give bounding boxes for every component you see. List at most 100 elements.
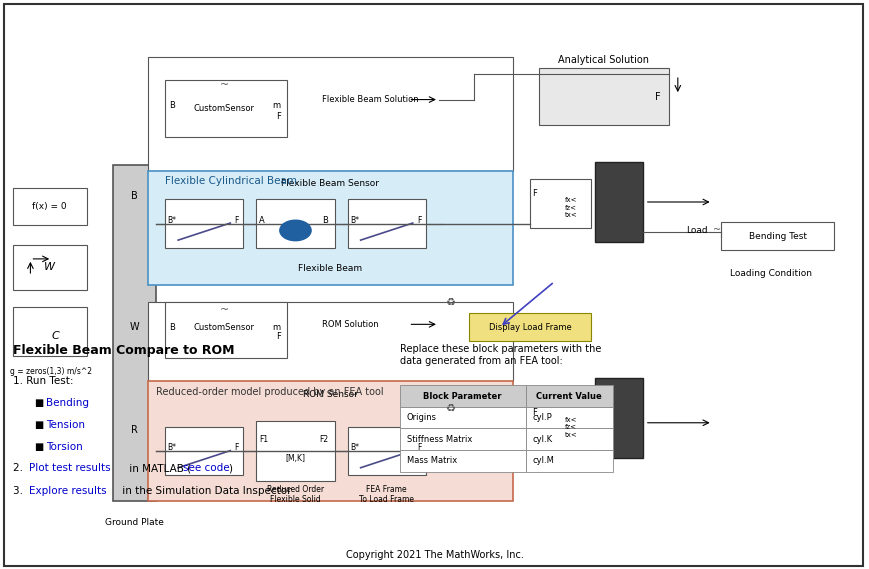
FancyBboxPatch shape (256, 421, 335, 481)
FancyBboxPatch shape (348, 199, 426, 248)
FancyBboxPatch shape (165, 302, 287, 358)
Text: ~: ~ (713, 225, 720, 236)
Text: ~: ~ (220, 305, 229, 315)
Text: cyl.M: cyl.M (533, 456, 554, 465)
FancyBboxPatch shape (113, 165, 156, 501)
Text: Flexible Beam Compare to ROM: Flexible Beam Compare to ROM (13, 344, 235, 357)
Text: ♻: ♻ (445, 403, 455, 414)
FancyBboxPatch shape (469, 313, 591, 341)
Text: W: W (129, 322, 140, 332)
Text: ♻: ♻ (445, 298, 455, 308)
Text: cyl.P: cyl.P (533, 413, 553, 422)
Text: fz<: fz< (565, 424, 577, 430)
Text: Flexible Beam Sensor: Flexible Beam Sensor (282, 179, 379, 188)
FancyBboxPatch shape (165, 199, 243, 248)
Text: F1: F1 (259, 435, 269, 444)
Text: Current Value: Current Value (536, 391, 602, 401)
Text: ■: ■ (35, 420, 47, 430)
Text: Origins: Origins (407, 413, 437, 422)
FancyBboxPatch shape (348, 427, 426, 475)
Text: Block Parameter: Block Parameter (423, 391, 502, 401)
Text: Reduced Order
Flexible Solid: Reduced Order Flexible Solid (267, 485, 324, 504)
Text: ROM Sensor: ROM Sensor (302, 390, 358, 399)
FancyBboxPatch shape (539, 68, 669, 125)
FancyBboxPatch shape (13, 245, 87, 290)
Text: tx<: tx< (565, 432, 578, 438)
FancyBboxPatch shape (148, 302, 513, 381)
Text: W: W (44, 262, 55, 273)
Text: ROM Solution: ROM Solution (322, 320, 378, 329)
Text: ■: ■ (35, 398, 47, 409)
Text: fz<: fz< (565, 205, 577, 211)
FancyBboxPatch shape (256, 199, 335, 248)
Text: F: F (417, 216, 421, 225)
FancyBboxPatch shape (400, 450, 526, 472)
Text: ■: ■ (35, 442, 47, 452)
Text: fx<: fx< (565, 197, 577, 203)
Text: A: A (259, 216, 265, 225)
Text: 2.: 2. (13, 463, 26, 473)
Text: B: B (322, 216, 328, 225)
FancyBboxPatch shape (526, 407, 613, 428)
Text: ): ) (229, 463, 233, 473)
Text: F: F (235, 443, 239, 452)
FancyBboxPatch shape (595, 378, 643, 458)
Text: Loading Condition: Loading Condition (730, 269, 812, 278)
Text: F: F (275, 332, 281, 341)
Text: FEA Frame
To Load Frame: FEA Frame To Load Frame (359, 485, 415, 504)
Text: Stiffness Matrix: Stiffness Matrix (407, 435, 472, 444)
FancyBboxPatch shape (400, 407, 526, 428)
Text: CustomSensor: CustomSensor (194, 323, 255, 332)
Text: R: R (131, 424, 138, 435)
Text: F2: F2 (319, 435, 328, 444)
FancyBboxPatch shape (148, 171, 513, 284)
FancyBboxPatch shape (530, 398, 591, 447)
Circle shape (280, 220, 311, 241)
Text: F: F (417, 443, 421, 452)
Text: F: F (655, 92, 660, 102)
Text: B*: B* (168, 443, 176, 452)
Text: see code: see code (183, 463, 230, 473)
FancyBboxPatch shape (721, 222, 834, 250)
Text: in the Simulation Data Inspector: in the Simulation Data Inspector (119, 486, 292, 496)
Text: Bending Test: Bending Test (749, 232, 806, 241)
Text: m: m (273, 101, 281, 110)
Text: B: B (131, 191, 138, 201)
Text: 3.: 3. (13, 486, 26, 496)
FancyBboxPatch shape (165, 80, 287, 137)
Text: Analytical Solution: Analytical Solution (559, 55, 649, 65)
Text: Load: Load (687, 226, 708, 235)
FancyBboxPatch shape (400, 385, 526, 407)
Text: B*: B* (350, 216, 359, 225)
FancyBboxPatch shape (526, 385, 613, 407)
FancyBboxPatch shape (4, 4, 863, 566)
Text: tx<: tx< (565, 212, 578, 218)
Text: in MATLAB (: in MATLAB ( (126, 463, 191, 473)
Text: Flexible Beam: Flexible Beam (298, 264, 362, 273)
Text: F: F (532, 189, 537, 198)
Text: cyl.K: cyl.K (533, 435, 553, 444)
Text: Display Load Frame: Display Load Frame (488, 323, 572, 332)
Text: CustomSensor: CustomSensor (194, 104, 255, 113)
Text: F: F (235, 216, 239, 225)
FancyBboxPatch shape (165, 427, 243, 475)
Text: Bending: Bending (46, 398, 89, 409)
Text: B: B (169, 323, 176, 332)
Text: Mass Matrix: Mass Matrix (407, 456, 457, 465)
FancyBboxPatch shape (526, 428, 613, 450)
Text: fx<: fx< (565, 417, 577, 423)
Text: Flexible Beam Solution: Flexible Beam Solution (322, 95, 418, 104)
Text: C: C (51, 331, 59, 341)
FancyBboxPatch shape (148, 57, 513, 171)
FancyBboxPatch shape (526, 450, 613, 472)
Text: Torsion: Torsion (46, 442, 83, 452)
Text: [M,K]: [M,K] (285, 453, 306, 463)
Text: 1. Run Test:: 1. Run Test: (13, 376, 74, 386)
Text: m: m (273, 323, 281, 332)
FancyBboxPatch shape (595, 162, 643, 242)
Text: Ground Plate: Ground Plate (105, 518, 164, 527)
Text: Tension: Tension (46, 420, 85, 430)
FancyBboxPatch shape (400, 428, 526, 450)
Text: Explore results: Explore results (29, 486, 106, 496)
Text: Copyright 2021 The MathWorks, Inc.: Copyright 2021 The MathWorks, Inc. (346, 550, 523, 560)
